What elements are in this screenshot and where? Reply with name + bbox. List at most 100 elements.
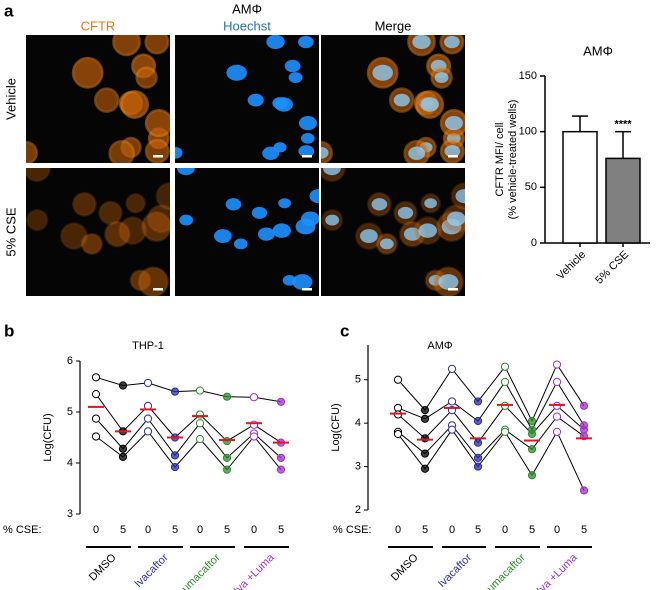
nucleus xyxy=(214,229,232,244)
nucleus xyxy=(424,198,437,209)
cell xyxy=(155,182,170,211)
micrograph-bg xyxy=(26,168,170,296)
data-point xyxy=(276,465,286,474)
nucleus xyxy=(247,93,264,107)
y-tick-label: 5 xyxy=(355,374,361,386)
micrograph xyxy=(26,35,170,163)
nucleus xyxy=(298,116,317,131)
figure-title: AMΦ xyxy=(232,1,262,16)
cell xyxy=(112,35,141,57)
cell xyxy=(71,56,104,89)
data-point xyxy=(170,387,180,396)
group-label: Lumacaftor xyxy=(175,551,223,590)
y-tick-label: 2 xyxy=(355,504,361,516)
data-point xyxy=(420,434,430,443)
micrograph xyxy=(321,168,465,296)
nucleus xyxy=(288,72,303,83)
data-point xyxy=(473,397,483,406)
nucleus xyxy=(444,145,461,158)
cell xyxy=(26,168,51,183)
data-point xyxy=(91,414,101,423)
panel-label: b xyxy=(4,321,14,340)
data-point xyxy=(579,401,589,410)
data-point xyxy=(420,406,430,415)
x-tick-label: 0 xyxy=(197,524,203,536)
y-tick-label: 5 xyxy=(67,406,73,418)
replicate-line xyxy=(95,376,282,403)
data-point xyxy=(276,397,286,406)
data-point xyxy=(393,429,403,439)
data-point xyxy=(91,390,101,399)
data-point xyxy=(118,452,128,461)
panel-label: a xyxy=(4,1,14,20)
nucleus xyxy=(408,146,426,160)
data-point xyxy=(222,465,232,474)
scale-bar xyxy=(448,155,458,158)
nucleus xyxy=(418,223,437,238)
nucleus xyxy=(360,229,378,244)
cell xyxy=(104,220,131,248)
panel-label: c xyxy=(340,321,349,340)
cell xyxy=(80,232,103,255)
nucleus xyxy=(175,146,183,159)
group-label: Ivacaftor xyxy=(436,551,475,590)
chart-title: AMΦ xyxy=(583,43,613,58)
nucleus xyxy=(455,189,465,204)
nucleus xyxy=(278,198,291,209)
image-row-label: Vehicle xyxy=(3,78,18,120)
y-tick-label: 4 xyxy=(355,417,361,429)
nucleus xyxy=(301,211,319,227)
bar xyxy=(562,130,598,244)
cell xyxy=(137,266,169,296)
group-label: Ivacaftor xyxy=(132,551,171,590)
data-point xyxy=(420,414,430,423)
x-tick-label: 5 xyxy=(172,524,178,536)
group-label: Iva +Luma xyxy=(535,551,581,590)
micrograph xyxy=(175,168,319,296)
nucleus xyxy=(257,227,275,241)
nucleus xyxy=(226,64,247,81)
x-tick-label: 5 xyxy=(422,524,428,536)
nucleus xyxy=(438,274,459,290)
data-point xyxy=(393,375,403,384)
nucleus xyxy=(372,64,393,81)
data-point xyxy=(222,436,232,446)
nucleus xyxy=(298,145,315,158)
data-point xyxy=(527,445,537,454)
nucleus xyxy=(274,97,293,112)
scale-bar xyxy=(153,288,163,291)
cell xyxy=(118,216,148,246)
data-point xyxy=(222,392,232,401)
cells xyxy=(26,168,170,296)
data-point xyxy=(473,438,483,447)
data-point xyxy=(170,462,180,472)
data-point xyxy=(473,453,483,462)
x-tick-label: 5 xyxy=(529,524,535,536)
y-axis-label: Log(CFU) xyxy=(330,403,342,451)
y-axis-label: CFTR MFI/ cell xyxy=(494,123,506,197)
replicate-line xyxy=(397,415,585,459)
x-tick-label: 5 xyxy=(475,524,481,536)
micrograph-bg xyxy=(175,168,319,296)
nucleus xyxy=(262,146,280,160)
x-tick-label: 0 xyxy=(554,524,560,536)
cell xyxy=(146,204,170,234)
data-point xyxy=(500,362,510,371)
x-tick-label: 0 xyxy=(502,524,508,536)
replicate-line xyxy=(397,405,585,444)
data-point xyxy=(447,397,457,406)
data-point xyxy=(195,419,205,428)
data-point xyxy=(527,471,537,480)
nucleus xyxy=(412,35,431,50)
data-point xyxy=(118,381,128,390)
cell xyxy=(26,208,49,232)
cell xyxy=(108,139,136,163)
micrograph xyxy=(26,168,170,296)
y-tick-label: 0 xyxy=(531,237,537,249)
data-point xyxy=(579,486,589,495)
y-tick-label: 3 xyxy=(67,508,73,520)
nucleus xyxy=(298,35,314,49)
data-point xyxy=(195,434,205,444)
chart-title: AMΦ xyxy=(427,340,453,352)
group-label: Lumacaftor xyxy=(480,551,528,590)
